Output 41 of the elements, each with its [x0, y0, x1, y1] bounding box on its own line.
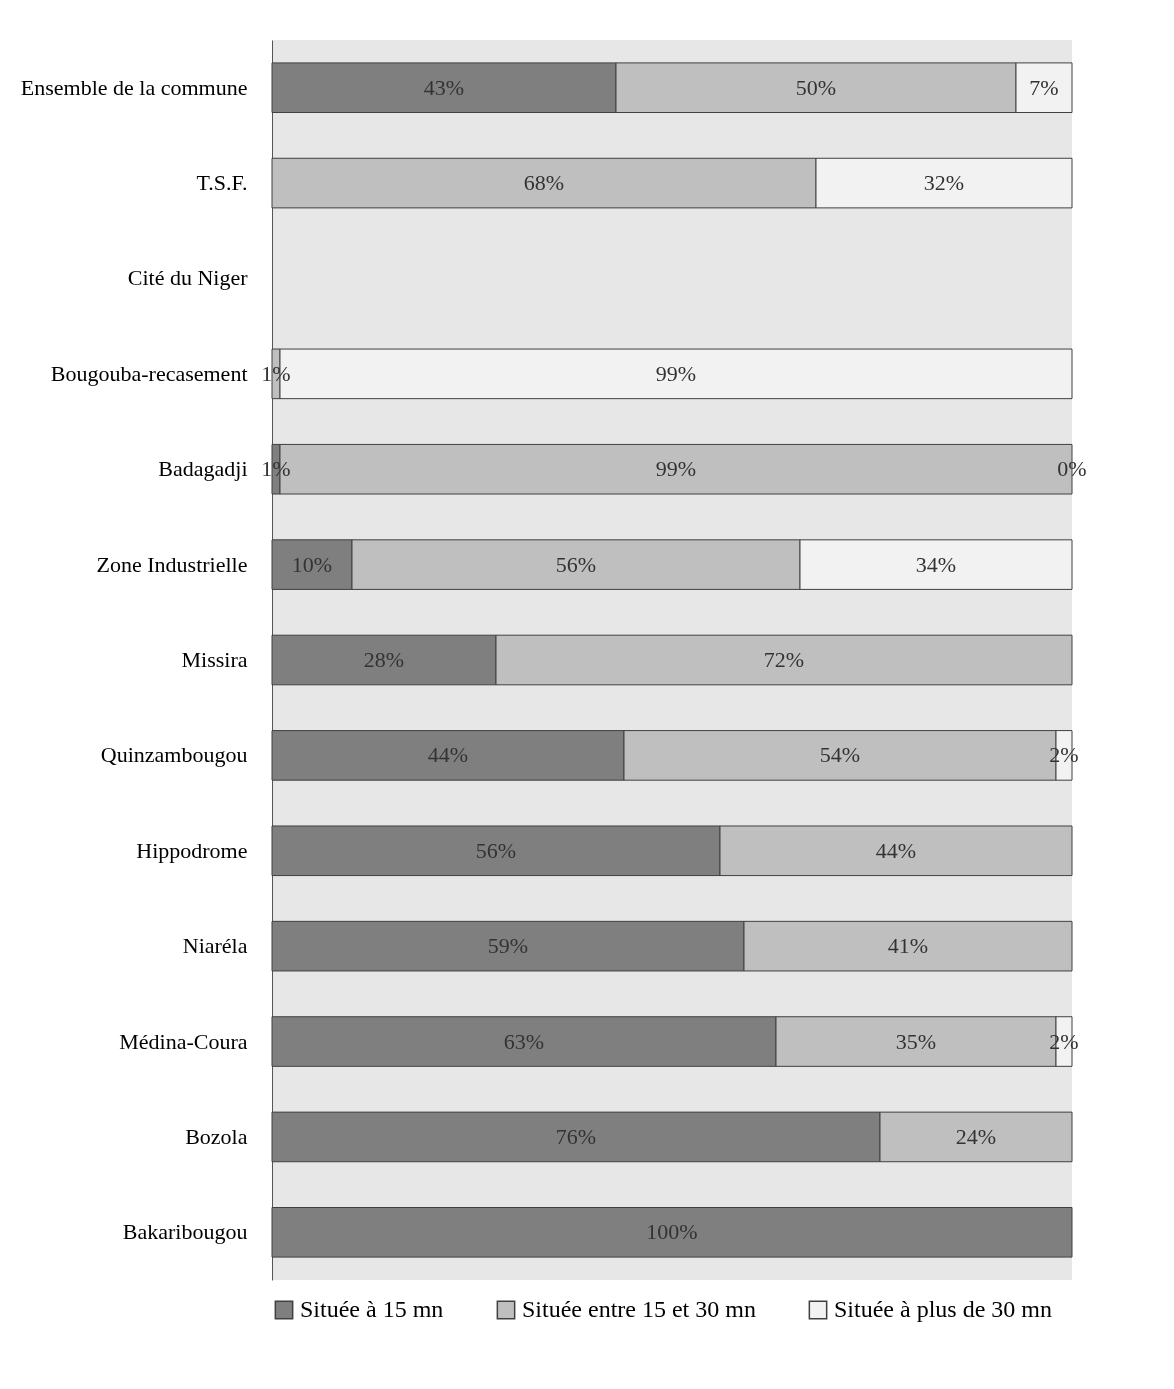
- data-label: 41%: [887, 933, 929, 959]
- legend-label: Située à 15 mn: [300, 1296, 444, 1322]
- data-label: 72%: [763, 647, 805, 672]
- y-tick-label: Niaréla: [182, 933, 248, 959]
- data-label: 32%: [923, 170, 965, 196]
- bar: [271, 1207, 1073, 1258]
- data-label: 44%: [427, 742, 469, 768]
- y-tick-label: Badagadji: [158, 456, 248, 482]
- data-label: 56%: [475, 837, 517, 863]
- data-label: 63%: [503, 1028, 545, 1054]
- data-label: 43%: [423, 74, 465, 100]
- data-label: 99%: [655, 456, 697, 482]
- y-tick-label: Médina-Coura: [119, 1028, 248, 1054]
- y-tick-label: Zone Industrielle: [96, 551, 248, 577]
- data-label: 76%: [555, 1123, 597, 1149]
- legend-label: Située entre 15 et 30 mn: [522, 1296, 756, 1322]
- data-label: 0%: [1057, 456, 1087, 482]
- y-tick-label: Hippodrome: [136, 837, 248, 863]
- data-label: 7%: [1029, 74, 1059, 100]
- y-tick-label: Bougouba-recasement: [50, 360, 248, 386]
- y-tick-label: T.S.F.: [196, 170, 248, 196]
- data-label: 68%: [523, 170, 565, 196]
- data-label: 10%: [291, 551, 333, 577]
- data-label: 56%: [555, 551, 597, 577]
- data-label: 44%: [875, 837, 917, 863]
- legend-label: Située à plus de 30 mn: [834, 1296, 1052, 1322]
- data-label: 50%: [795, 74, 837, 100]
- y-tick-label: Bozola: [185, 1123, 248, 1149]
- y-tick-label: Missira: [181, 647, 248, 672]
- y-tick-label: Cité du Niger: [127, 265, 249, 291]
- data-label: 54%: [819, 742, 861, 768]
- y-tick-label: Quinzambougou: [100, 742, 248, 768]
- y-tick-label: Bakaribougou: [122, 1219, 248, 1245]
- data-label: 99%: [655, 360, 697, 386]
- data-label: 59%: [487, 933, 529, 959]
- data-label: 100%: [646, 1219, 698, 1245]
- data-label: 28%: [363, 647, 405, 672]
- y-tick-label: Ensemble de la commune: [20, 74, 248, 100]
- data-label: 34%: [915, 551, 957, 577]
- data-label: 35%: [895, 1028, 937, 1054]
- data-label: 24%: [955, 1123, 997, 1149]
